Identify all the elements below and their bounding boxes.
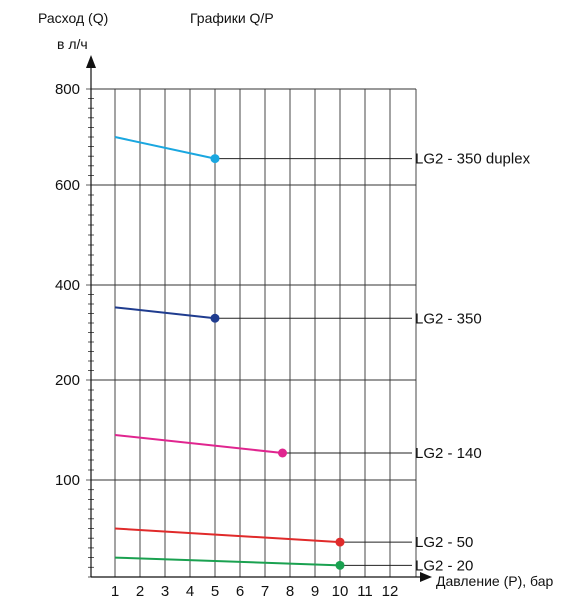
x-tick-label: 2 (136, 583, 144, 599)
series-end-marker (278, 448, 287, 458)
y-tick-label: 800 (55, 81, 80, 98)
x-tick-label: 8 (286, 583, 294, 599)
x-tick-label: 3 (161, 583, 169, 599)
x-tick-label: 6 (236, 583, 244, 599)
y-tick-label: 400 (55, 277, 80, 294)
axes (86, 55, 432, 582)
series-end-marker (210, 313, 220, 323)
series-label: LG2 - 140 (415, 445, 482, 462)
series-label: LG2 - 350 duplex (415, 151, 531, 168)
x-axis-arrow (420, 572, 432, 582)
y-tick-label: 600 (55, 177, 80, 194)
series-label: LG2 - 20 (415, 557, 473, 574)
series-line (114, 136, 216, 160)
series-end-marker (335, 560, 345, 570)
chart-title: Графики Q/P (190, 10, 274, 26)
y-tick-label: 100 (55, 472, 80, 489)
series-group (114, 136, 412, 570)
x-tick-label: 10 (332, 583, 349, 599)
x-tick-label: 12 (382, 583, 399, 599)
x-tick-label: 11 (357, 583, 373, 599)
x-tick-label: 4 (186, 583, 194, 599)
series-line (114, 556, 341, 567)
x-tick-label: 7 (261, 583, 269, 599)
series-label: LG2 - 50 (415, 534, 473, 551)
y-axis-arrow (86, 55, 96, 68)
series-end-marker (335, 537, 345, 547)
x-tick-label: 9 (311, 583, 319, 599)
y-axis-unit: в л/ч (57, 36, 88, 52)
series-line (114, 434, 283, 454)
x-tick-label: 5 (211, 583, 219, 599)
series-end-marker (210, 154, 220, 164)
x-tick-label: 1 (111, 583, 119, 599)
y-axis-label: Расход (Q) (38, 10, 108, 26)
grid (91, 88, 417, 577)
series-line (114, 527, 341, 544)
x-axis-label: Давление (P), бар (436, 573, 553, 589)
series-label: LG2 - 350 (415, 310, 482, 327)
series-line (114, 306, 216, 320)
y-tick-label: 200 (55, 372, 80, 389)
